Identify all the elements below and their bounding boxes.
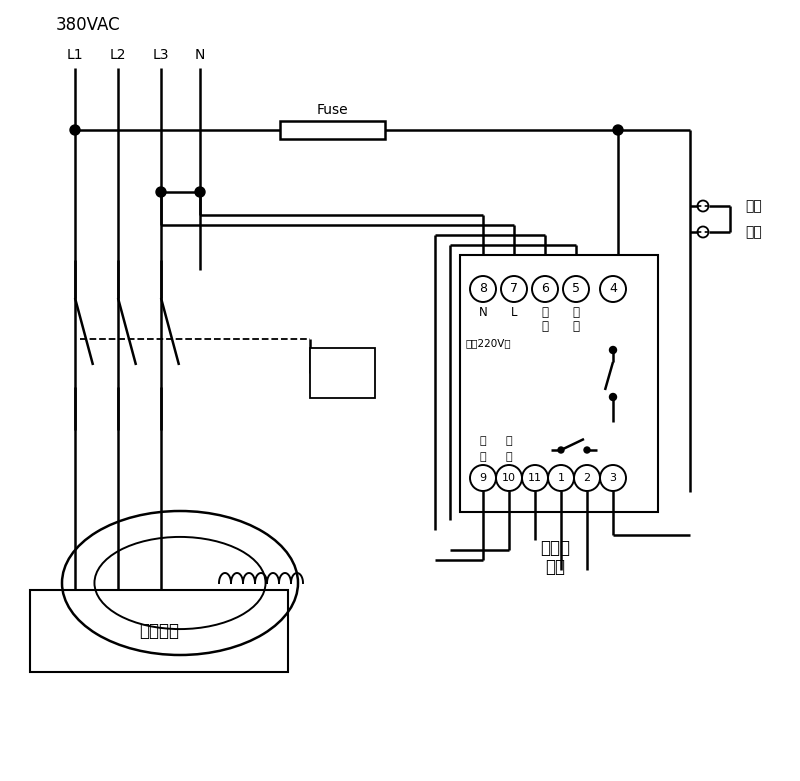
Bar [280, 121, 385, 139]
Text: L2: L2 [110, 48, 126, 62]
Circle shape [70, 125, 80, 135]
Text: 零序互感器: 零序互感器 [240, 623, 280, 637]
Text: 10: 10 [502, 473, 516, 483]
Text: 接声光: 接声光 [540, 539, 570, 557]
Text: L1: L1 [66, 48, 83, 62]
Text: N: N [478, 305, 487, 319]
Text: 试: 试 [573, 305, 579, 319]
Text: 开关: 开关 [745, 225, 762, 239]
Text: 2: 2 [583, 473, 590, 483]
Circle shape [156, 187, 166, 197]
Circle shape [613, 125, 623, 135]
Text: 信: 信 [480, 436, 486, 446]
Bar [460, 255, 658, 512]
Text: 号: 号 [480, 452, 486, 462]
Bar [30, 590, 288, 672]
Text: 报警: 报警 [545, 558, 565, 576]
Circle shape [610, 394, 617, 401]
Text: 用户设备: 用户设备 [139, 622, 179, 640]
Text: 3: 3 [610, 473, 617, 483]
Text: 9: 9 [479, 473, 486, 483]
Text: 7: 7 [510, 283, 518, 295]
Text: 电源220V～: 电源220V～ [465, 338, 511, 348]
Text: 6: 6 [541, 283, 549, 295]
Text: 1: 1 [558, 473, 565, 483]
Text: 4: 4 [609, 283, 617, 295]
Text: N: N [195, 48, 205, 62]
Text: Fuse: Fuse [317, 103, 348, 117]
Text: 5: 5 [572, 283, 580, 295]
Circle shape [195, 187, 205, 197]
Text: L: L [510, 305, 518, 319]
Text: 自锁: 自锁 [745, 199, 762, 213]
Text: 8: 8 [479, 283, 487, 295]
Text: 11: 11 [528, 473, 542, 483]
Text: 号: 号 [506, 452, 512, 462]
Text: 验: 验 [573, 320, 579, 333]
Text: 试: 试 [542, 305, 549, 319]
Bar [310, 348, 375, 398]
Circle shape [558, 447, 564, 453]
Circle shape [610, 347, 617, 354]
Text: L3: L3 [153, 48, 170, 62]
Text: KM: KM [331, 366, 354, 380]
Text: 信: 信 [506, 436, 512, 446]
Text: 380VAC: 380VAC [56, 16, 120, 34]
Text: 验: 验 [542, 320, 549, 333]
Circle shape [584, 447, 590, 453]
